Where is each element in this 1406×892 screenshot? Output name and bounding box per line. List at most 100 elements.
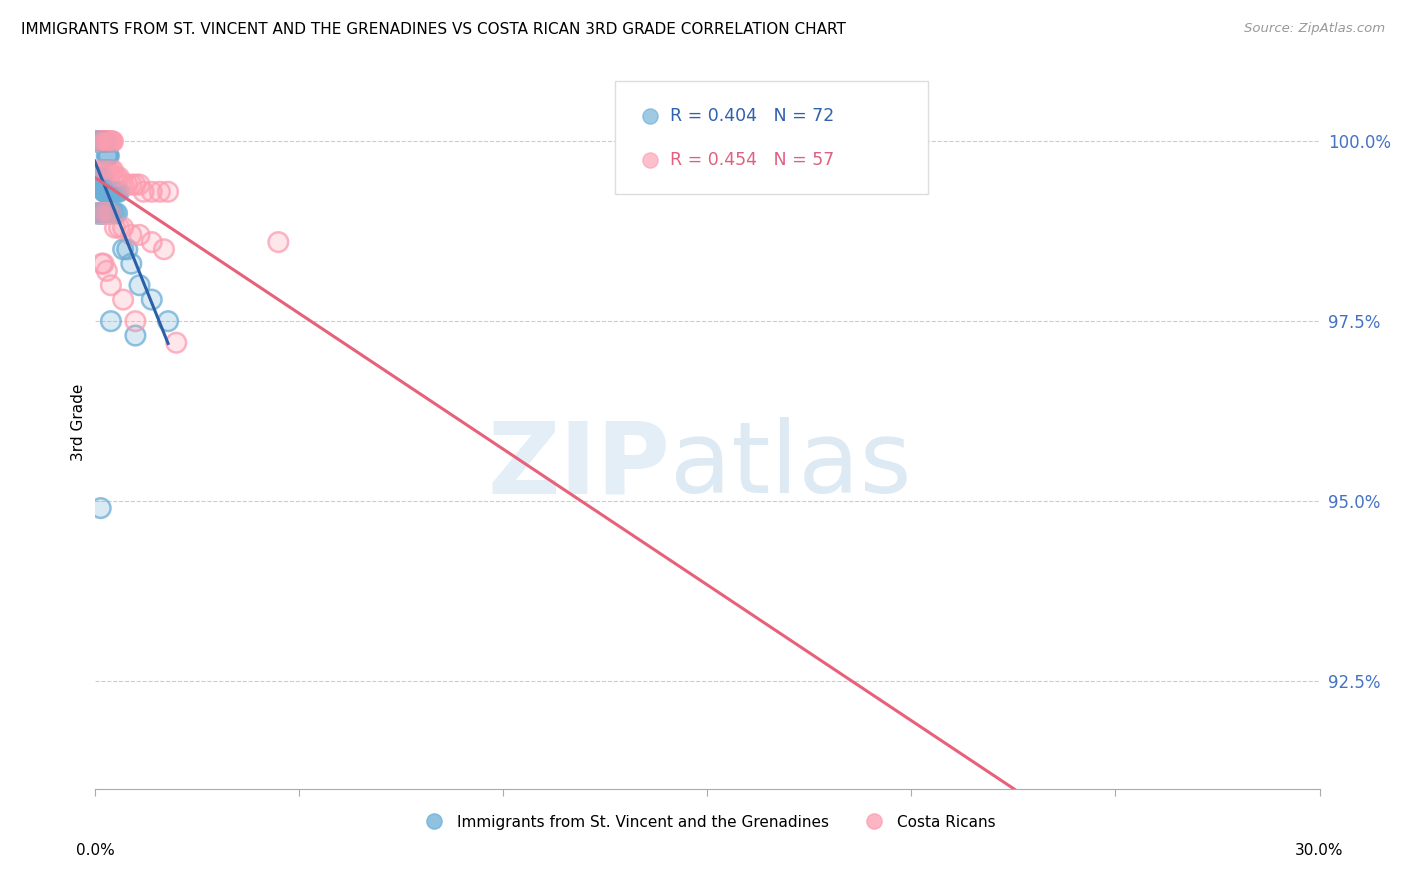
- Point: [96, 163, 118, 178]
- Point: [94, 135, 117, 149]
- Point: [90, 135, 112, 149]
- Point: [90, 135, 112, 149]
- Point: [86, 135, 108, 149]
- Point: [104, 220, 127, 235]
- Point: [104, 206, 127, 220]
- Point: [100, 206, 122, 220]
- Point: [101, 163, 124, 178]
- Point: [101, 163, 124, 178]
- Point: [115, 242, 138, 256]
- Point: [86, 135, 108, 149]
- Point: [100, 314, 122, 328]
- Point: [89, 170, 111, 185]
- Point: [105, 185, 128, 199]
- Point: [93, 135, 115, 149]
- Point: [96, 149, 118, 163]
- Point: [97, 135, 120, 149]
- Point: [94, 135, 117, 149]
- Point: [132, 185, 155, 199]
- Point: [91, 170, 114, 185]
- Point: [112, 220, 135, 235]
- Point: [94, 135, 117, 149]
- Point: [90, 163, 112, 178]
- Point: [91, 163, 114, 178]
- Point: [94, 135, 117, 149]
- Point: [87, 135, 110, 149]
- Point: [105, 170, 128, 185]
- Point: [93, 185, 115, 199]
- Point: [112, 293, 135, 307]
- Point: [141, 293, 163, 307]
- Point: [108, 170, 131, 185]
- Point: [153, 242, 176, 256]
- Point: [97, 135, 120, 149]
- Point: [93, 135, 115, 149]
- Point: [90, 206, 112, 220]
- Point: [115, 178, 138, 192]
- Point: [120, 227, 142, 242]
- Point: [101, 206, 124, 220]
- Point: [90, 135, 112, 149]
- Point: [93, 257, 115, 271]
- Point: [124, 178, 146, 192]
- Point: [120, 178, 142, 192]
- Point: [86, 135, 108, 149]
- Point: [96, 264, 118, 278]
- Point: [157, 185, 180, 199]
- Point: [153, 242, 176, 256]
- Point: [98, 135, 121, 149]
- Point: [89, 135, 111, 149]
- Point: [98, 185, 121, 199]
- Point: [93, 135, 115, 149]
- Point: [105, 185, 128, 199]
- Point: [94, 163, 117, 178]
- Point: [90, 257, 112, 271]
- Point: [86, 206, 108, 220]
- Point: [120, 257, 142, 271]
- Point: [105, 170, 128, 185]
- Point: [141, 235, 163, 249]
- Point: [93, 206, 115, 220]
- Point: [87, 170, 110, 185]
- Point: [100, 163, 122, 178]
- Point: [97, 149, 120, 163]
- Point: [97, 149, 120, 163]
- Point: [89, 206, 111, 220]
- Point: [94, 206, 117, 220]
- Point: [89, 206, 111, 220]
- Point: [87, 206, 110, 220]
- Point: [86, 170, 108, 185]
- Point: [157, 314, 180, 328]
- Point: [104, 206, 127, 220]
- Point: [97, 185, 120, 199]
- Point: [97, 206, 120, 220]
- Point: [86, 135, 108, 149]
- Point: [100, 206, 122, 220]
- Point: [90, 135, 112, 149]
- Point: [96, 185, 118, 199]
- Point: [101, 135, 124, 149]
- Point: [87, 135, 110, 149]
- Point: [91, 206, 114, 220]
- Point: [101, 185, 124, 199]
- Point: [132, 185, 155, 199]
- Point: [108, 185, 131, 199]
- Point: [90, 206, 112, 220]
- Point: [100, 185, 122, 199]
- Point: [101, 185, 124, 199]
- Point: [128, 278, 150, 293]
- Point: [90, 135, 112, 149]
- Point: [100, 163, 122, 178]
- Point: [96, 206, 118, 220]
- Point: [93, 135, 115, 149]
- Point: [87, 135, 110, 149]
- Text: ZIP: ZIP: [488, 417, 671, 515]
- Point: [120, 227, 142, 242]
- Point: [93, 135, 115, 149]
- Point: [108, 220, 131, 235]
- Point: [86, 170, 108, 185]
- Point: [87, 135, 110, 149]
- Point: [90, 206, 112, 220]
- Point: [97, 206, 120, 220]
- Point: [128, 278, 150, 293]
